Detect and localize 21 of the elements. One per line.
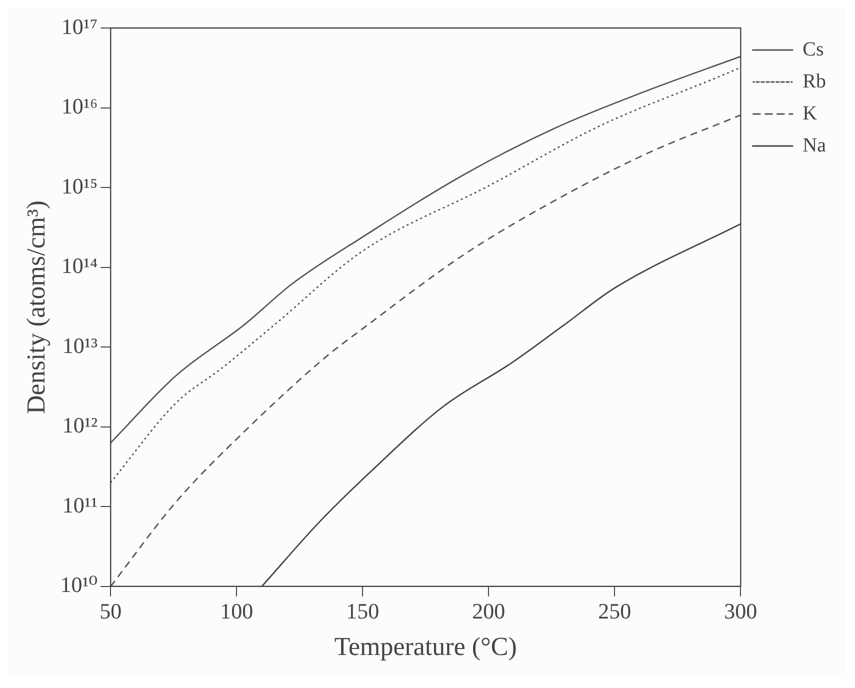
y-tick-label: 10¹⁰ bbox=[60, 572, 98, 598]
x-tick-label: 250 bbox=[598, 598, 632, 624]
y-tick-label: 10¹⁴ bbox=[61, 253, 98, 278]
x-tick-label: 150 bbox=[346, 598, 380, 624]
x-tick-label: 100 bbox=[220, 598, 254, 624]
y-tick-label: 10¹³ bbox=[62, 332, 98, 358]
x-tick-label: 200 bbox=[472, 598, 506, 624]
y-tick-label: 10¹¹ bbox=[62, 492, 98, 518]
y-tick-label: 10¹⁷ bbox=[61, 14, 98, 39]
line-series bbox=[110, 114, 741, 586]
x-axis-title: Temperature (°C) bbox=[334, 632, 517, 662]
legend-label: Na bbox=[802, 134, 826, 156]
y-tick-label: 10¹⁵ bbox=[61, 173, 98, 198]
y-axis-title: Density (atoms/cm³) bbox=[21, 200, 50, 414]
legend-label: Cs bbox=[802, 38, 824, 60]
x-tick-label: 300 bbox=[724, 598, 758, 624]
y-tick-label: 10¹² bbox=[62, 412, 98, 438]
legend-label: K bbox=[802, 102, 818, 124]
legend-label: Rb bbox=[802, 70, 826, 92]
x-tick-label: 50 bbox=[100, 598, 122, 624]
y-tick-label: 10¹⁶ bbox=[61, 94, 98, 119]
